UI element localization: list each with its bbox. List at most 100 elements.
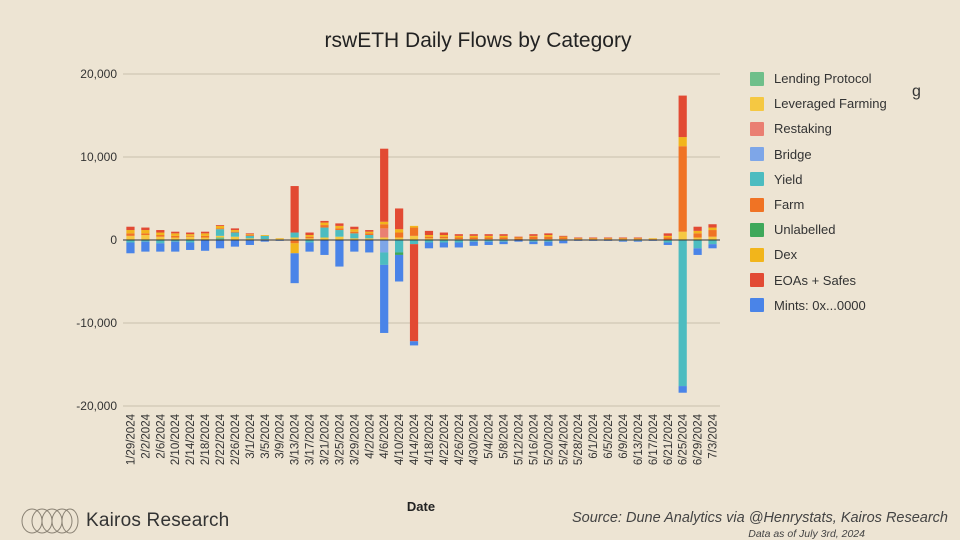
bar-segment bbox=[499, 241, 508, 245]
legend-item: Yield bbox=[750, 167, 887, 192]
bar-segment bbox=[708, 244, 717, 249]
bar-segment bbox=[469, 234, 478, 236]
y-tick-label: 20,000 bbox=[80, 67, 117, 81]
x-tick-label: 5/16/2024 bbox=[528, 413, 540, 465]
bar-segment bbox=[395, 208, 404, 230]
bar-segment bbox=[365, 235, 374, 239]
legend-item: Bridge bbox=[750, 142, 887, 167]
bar-segment bbox=[305, 240, 314, 243]
legend-swatch bbox=[750, 147, 764, 162]
bar-segment bbox=[230, 232, 240, 237]
bars bbox=[126, 95, 717, 393]
bar-segment bbox=[395, 254, 404, 282]
bar-segment bbox=[633, 238, 643, 240]
legend-swatch bbox=[750, 96, 764, 111]
bar-segment bbox=[171, 231, 180, 234]
legend-swatch bbox=[750, 247, 764, 262]
bar-segment bbox=[499, 237, 508, 240]
bar-segment bbox=[484, 235, 493, 238]
bar-segment bbox=[171, 233, 180, 236]
bar-segment bbox=[574, 238, 583, 240]
bar-segment bbox=[171, 240, 180, 242]
bar-segment bbox=[663, 240, 672, 243]
bar-segment bbox=[275, 238, 284, 240]
legend-swatch bbox=[750, 121, 764, 136]
bar-segment bbox=[141, 240, 150, 242]
bar-segment bbox=[320, 240, 329, 255]
bar-segment bbox=[171, 237, 180, 240]
legend-label: Restaking bbox=[774, 121, 832, 137]
bar-segment bbox=[171, 241, 180, 252]
kairos-logo-icon bbox=[21, 508, 79, 534]
bar-segment bbox=[215, 237, 225, 240]
bar-segment bbox=[245, 240, 254, 245]
bar-segment bbox=[618, 240, 628, 242]
bar-segment bbox=[603, 237, 613, 239]
bar-segment bbox=[186, 240, 195, 243]
bar-segment bbox=[395, 237, 404, 240]
bar-segment bbox=[230, 236, 240, 240]
bar-segment bbox=[171, 235, 180, 238]
bar-segment bbox=[589, 238, 598, 240]
legend-swatch bbox=[750, 71, 764, 86]
bar-segment bbox=[454, 240, 463, 243]
x-axis-tick-labels: 1/29/2024 2/2/2024 2/6/2024 2/10/2024 2/14/2… bbox=[126, 413, 720, 465]
bar-segment bbox=[424, 235, 434, 237]
bar-segment bbox=[633, 240, 643, 242]
bar-segment bbox=[693, 230, 702, 234]
bar-segment bbox=[409, 240, 419, 245]
x-tick-label: 6/25/2024 bbox=[678, 413, 690, 465]
x-tick-label: 4/10/2024 bbox=[394, 413, 406, 465]
data-as-of-note: Data as of July 3rd, 2024 bbox=[748, 528, 865, 540]
bar-segment bbox=[365, 238, 374, 240]
bar-segment bbox=[395, 232, 404, 238]
bar-segment bbox=[215, 225, 225, 226]
bar-segment bbox=[290, 243, 299, 254]
bar-segment bbox=[230, 240, 240, 247]
bar-segment bbox=[409, 244, 419, 342]
bar-segment bbox=[186, 235, 195, 237]
bar-segment bbox=[409, 225, 419, 228]
x-tick-label: 6/9/2024 bbox=[618, 413, 630, 458]
bar-segment bbox=[439, 235, 448, 237]
bar-segment bbox=[544, 240, 553, 242]
bar-segment bbox=[350, 229, 359, 232]
legend-label: Farm bbox=[774, 197, 805, 213]
bar-segment bbox=[439, 238, 448, 240]
bar-segment bbox=[454, 242, 463, 248]
x-tick-label: 6/13/2024 bbox=[633, 413, 645, 465]
bar-segment bbox=[424, 238, 434, 240]
bar-segment bbox=[514, 240, 523, 242]
bar-segment bbox=[215, 235, 225, 238]
bar-segment bbox=[439, 232, 448, 236]
bar-segment bbox=[126, 242, 135, 254]
bar-segment bbox=[708, 224, 717, 228]
bar-segment bbox=[693, 240, 702, 249]
x-tick-label: 4/30/2024 bbox=[469, 413, 481, 465]
bar-segment bbox=[678, 240, 687, 387]
bar-segment bbox=[200, 231, 210, 234]
bar-segment bbox=[424, 230, 434, 236]
bar-segment bbox=[469, 237, 478, 240]
legend-swatch bbox=[750, 273, 764, 288]
bar-segment bbox=[126, 230, 135, 234]
bar-segment bbox=[186, 232, 195, 235]
bar-segment bbox=[245, 233, 254, 235]
bar-segment bbox=[186, 236, 195, 240]
bar-segment bbox=[320, 237, 329, 240]
bar-segment bbox=[290, 232, 299, 238]
legend-label: EOAs + Safes bbox=[774, 272, 857, 288]
x-tick-label: 2/6/2024 bbox=[155, 413, 167, 458]
bar-segment bbox=[663, 235, 672, 238]
legend: Lending Protocol Leveraged Farming Restaki… bbox=[750, 66, 887, 318]
y-tick-label: 10,000 bbox=[80, 150, 117, 164]
bar-segment bbox=[156, 232, 165, 236]
bar-segment bbox=[439, 242, 448, 248]
legend-swatch bbox=[750, 172, 764, 187]
bar-segment bbox=[365, 240, 374, 253]
bar-segment bbox=[141, 241, 150, 252]
legend-item: EOAs + Safes bbox=[750, 268, 887, 293]
bar-segment bbox=[215, 225, 225, 229]
bar-segment bbox=[559, 237, 568, 240]
